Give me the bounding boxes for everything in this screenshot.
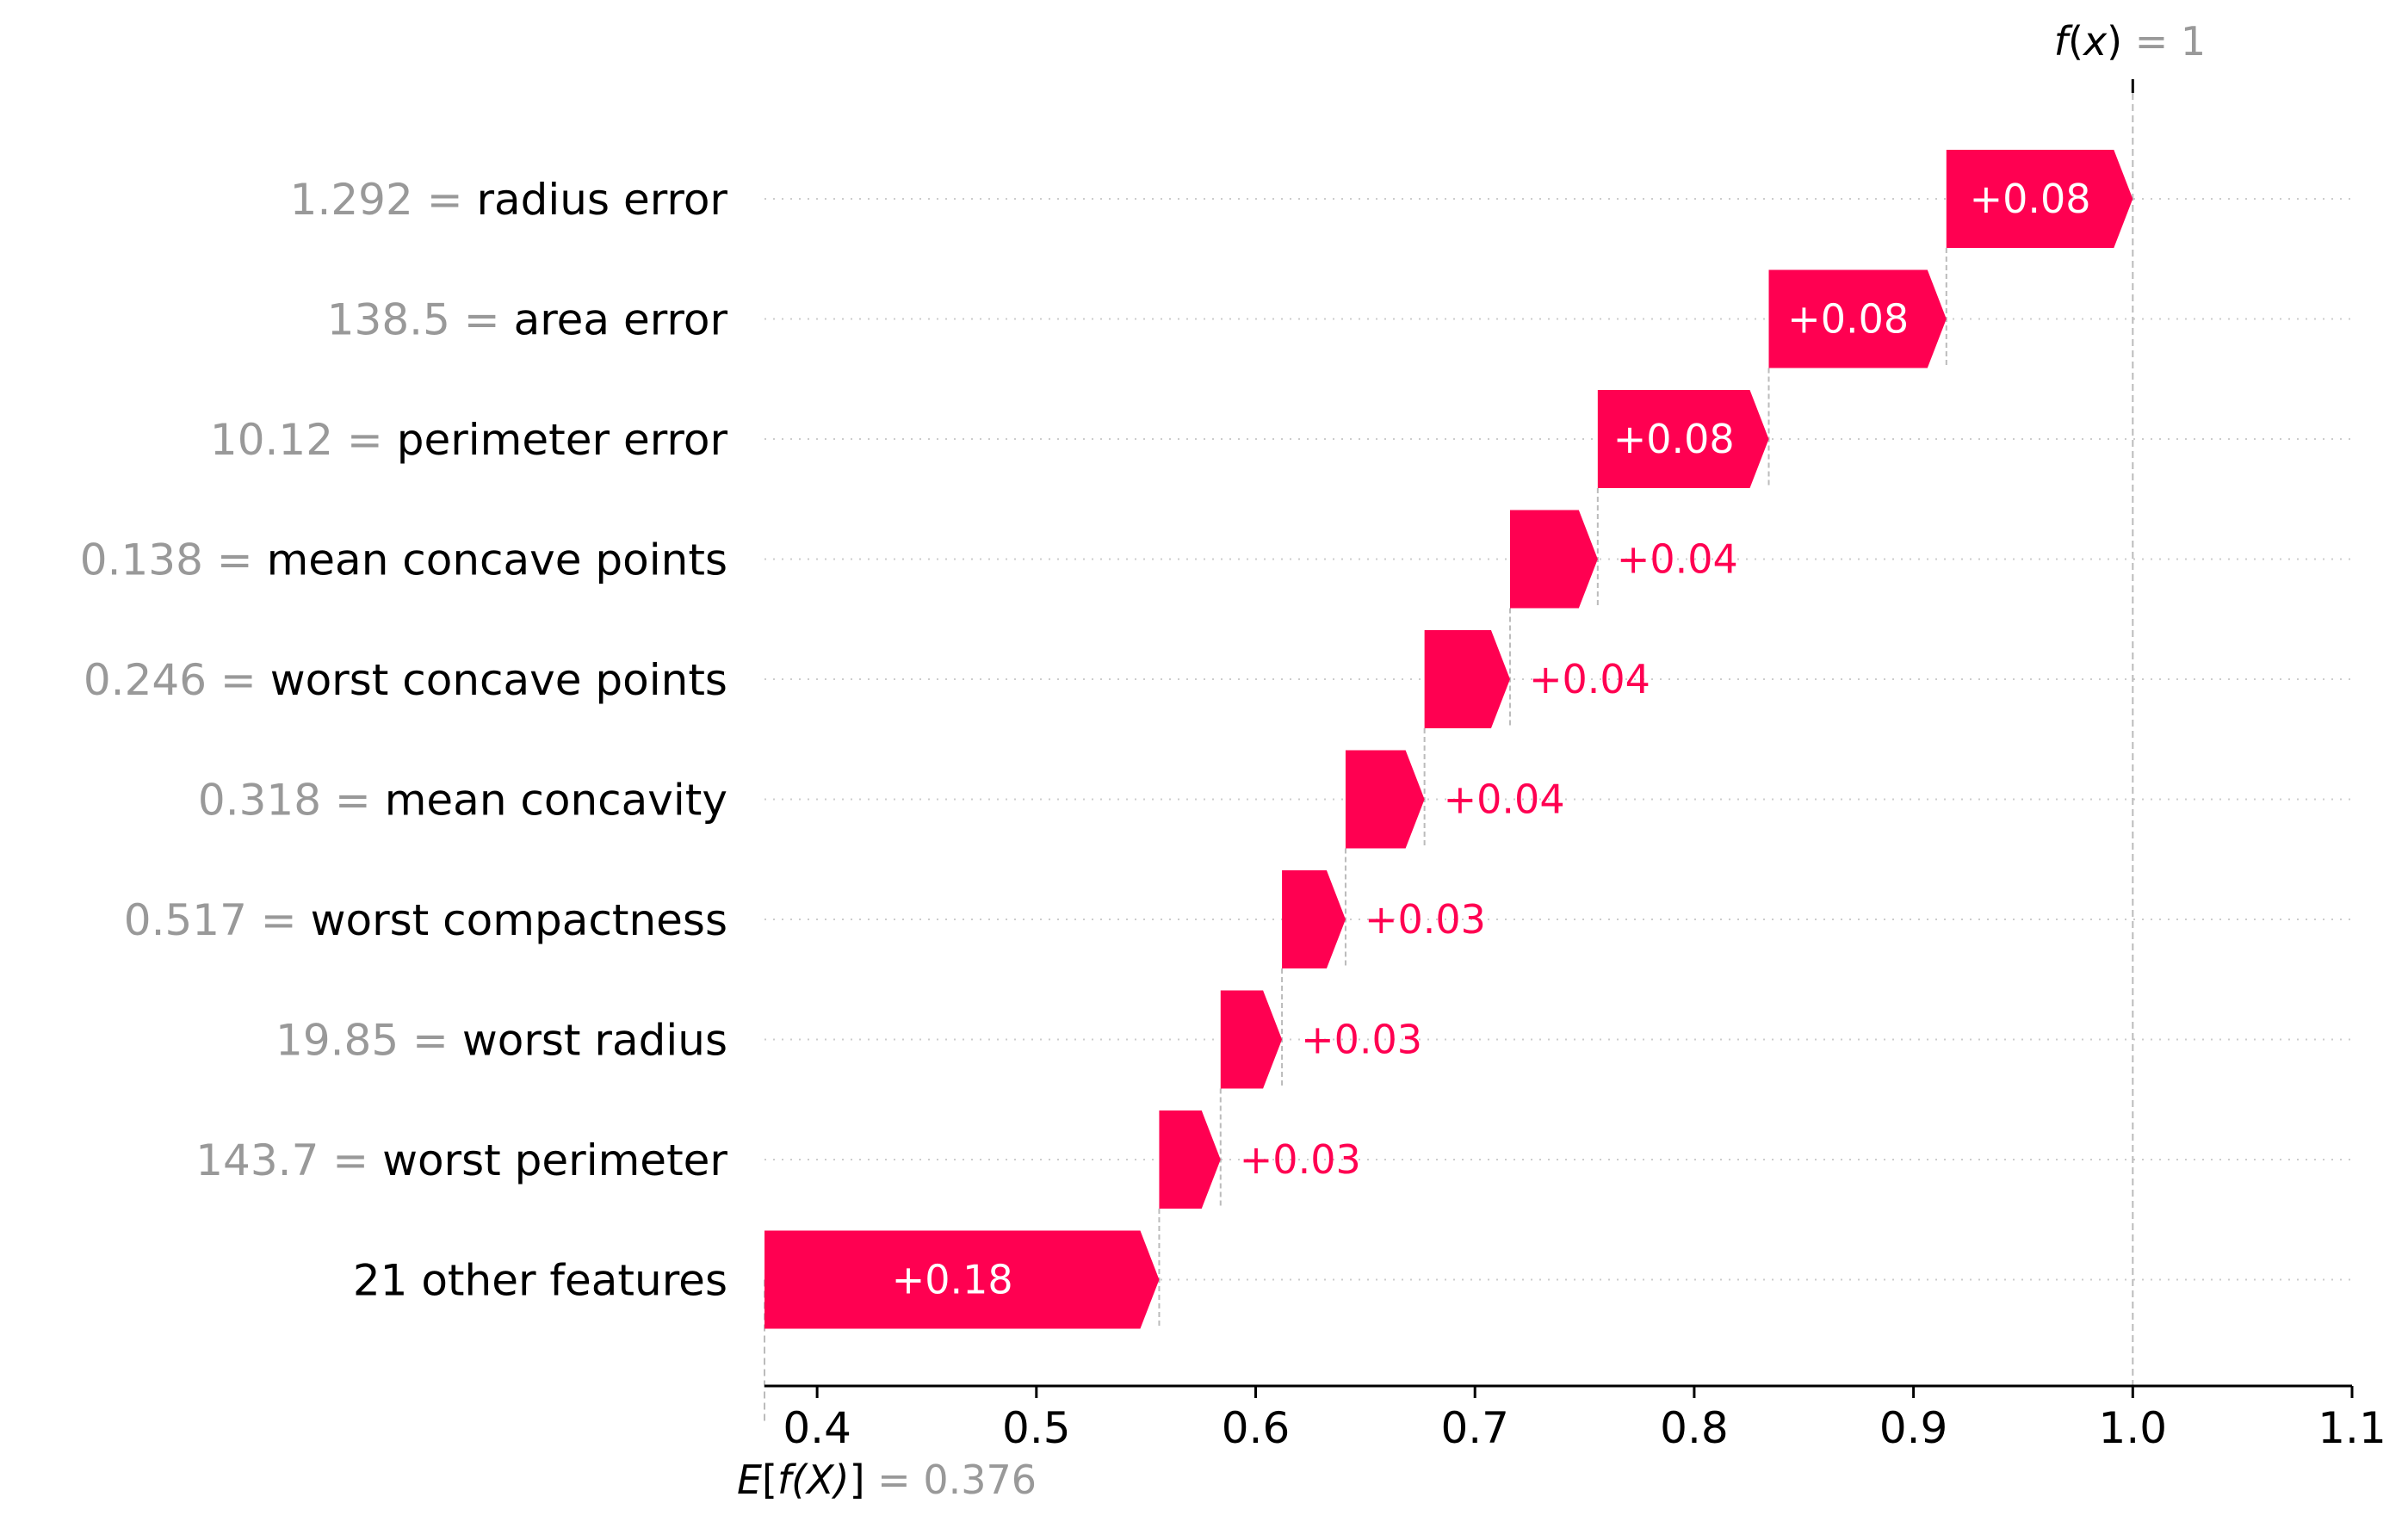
feature-name: mean concave points: [267, 535, 727, 585]
feature-value: 1.292 =: [290, 175, 477, 225]
feature-label: 1.292 = radius error: [290, 175, 728, 225]
bars: [764, 150, 2133, 1329]
x-tick-label: 0.4: [783, 1403, 851, 1453]
feature-label: 138.5 = area error: [327, 295, 728, 345]
feature-label: 19.85 = worst radius: [275, 1016, 727, 1066]
bar-value-label: +0.08: [1613, 416, 1735, 462]
bar-value-labels: +0.08 +0.08 +0.08 +0.04 +0.04 +0.04 +0.03 +0.03…: [892, 176, 2091, 1303]
ex-label: E[f(X)] = 0.376: [737, 1457, 1037, 1503]
x-tick-label: 0.5: [1002, 1403, 1071, 1453]
bar-worst-concave-points: [1424, 630, 1510, 728]
fx-var: x: [2082, 18, 2108, 65]
x-tick-label: 0.8: [1660, 1403, 1729, 1453]
feature-name: worst compactness: [311, 895, 727, 945]
feature-value: 0.138 =: [80, 535, 267, 585]
feature-value: 10.12 =: [210, 415, 397, 465]
bar-value-label: +0.03: [1365, 896, 1486, 943]
feature-name: worst concave points: [270, 655, 727, 705]
x-tick-label: 0.6: [1222, 1403, 1291, 1453]
feature-name: worst radius: [462, 1016, 727, 1066]
gridlines: [764, 198, 2352, 1281]
x-tick-label: 0.9: [1879, 1403, 1948, 1453]
feature-value: 19.85 =: [275, 1016, 462, 1066]
bar-value-label: +0.03: [1240, 1136, 1361, 1183]
bar-perimeter-error: [1597, 390, 1769, 488]
feature-label: 10.12 = perimeter error: [210, 415, 728, 465]
bar-21-other-features: [764, 1230, 1160, 1329]
bar-value-label: +0.18: [892, 1257, 1013, 1303]
bar-worst-compactness: [1282, 870, 1346, 968]
bar-value-label: +0.04: [1529, 656, 1650, 702]
x-tick-label: 0.7: [1440, 1403, 1509, 1453]
feature-value: 0.246 =: [84, 655, 270, 705]
feature-name: radius error: [476, 175, 727, 225]
bar-value-label: +0.04: [1617, 536, 1738, 583]
fx-label: f(x) = 1: [2054, 18, 2206, 65]
feature-name: perimeter error: [397, 415, 728, 465]
bar-radius-error: [1946, 150, 2133, 248]
bar-area-error: [1768, 269, 1947, 368]
feature-value: 143.7 =: [195, 1135, 382, 1185]
bar-mean-concave-points: [1509, 510, 1598, 609]
feature-label: 0.318 = mean concavity: [198, 776, 727, 826]
bar-mean-concavity: [1345, 750, 1425, 849]
bar-value-label: +0.04: [1444, 776, 1565, 823]
ex-prefix: E: [737, 1457, 762, 1503]
bar-worst-radius: [1220, 990, 1283, 1089]
x-axis: 0.4 0.5 0.6 0.7 0.8 0.9 1.0 1.1: [764, 1384, 2386, 1453]
bar-value-label: +0.08: [1787, 296, 1909, 343]
feature-value: 0.318 =: [198, 776, 385, 826]
fx-value: 1: [2181, 18, 2206, 65]
feature-value: 138.5 =: [327, 295, 514, 345]
feature-label: 21 other features: [353, 1256, 727, 1306]
x-tick-label: 1.1: [2318, 1403, 2386, 1453]
x-tick-label: 1.0: [2099, 1403, 2168, 1453]
feature-label: 0.517 = worst compactness: [124, 895, 727, 945]
ex-value: 0.376: [923, 1457, 1037, 1503]
feature-name: area error: [514, 295, 728, 345]
ex-sep: =: [865, 1457, 924, 1503]
feature-name: 21 other features: [353, 1256, 727, 1306]
feature-labels: 1.292 = radius error 138.5 = area error 10…: [80, 175, 728, 1306]
feature-name: worst perimeter: [382, 1135, 727, 1185]
ex-var: f(X): [777, 1457, 850, 1503]
bar-value-label: +0.08: [1970, 176, 2091, 222]
feature-label: 0.138 = mean concave points: [80, 535, 727, 585]
bar-value-label: +0.03: [1301, 1017, 1422, 1063]
feature-label: 0.246 = worst concave points: [84, 655, 727, 705]
feature-name: mean concavity: [385, 776, 727, 826]
feature-label: 143.7 = worst perimeter: [195, 1135, 727, 1185]
feature-value: 0.517 =: [124, 895, 311, 945]
fx-sep: =: [2122, 18, 2181, 65]
bar-worst-perimeter: [1159, 1110, 1221, 1209]
